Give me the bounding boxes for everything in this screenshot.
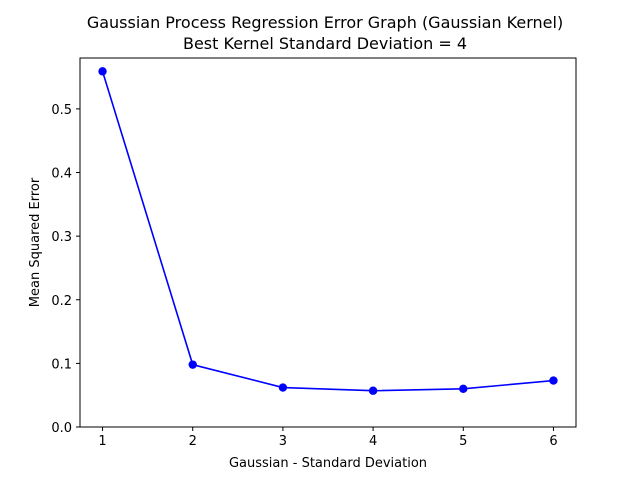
x-tick-label: 2: [189, 434, 197, 449]
y-axis-ticks: 0.0 0.1 0.2 0.3 0.4 0.5: [51, 103, 80, 436]
y-tick-label: 0.0: [51, 421, 72, 436]
series-layer: [98, 67, 558, 395]
x-axis-ticks: 1 2 3 4 5 6: [98, 427, 558, 449]
data-point: [98, 67, 107, 76]
x-tick-label: 4: [369, 434, 377, 449]
plot-frame: [79, 57, 577, 428]
y-tick-label: 0.5: [51, 103, 72, 118]
data-point: [188, 360, 197, 369]
data-point: [278, 383, 288, 392]
x-tick-label: 5: [459, 434, 467, 449]
y-tick-label: 0.3: [51, 230, 72, 245]
series-line: [101, 71, 554, 392]
y-axis-label: Mean Squared Error: [28, 177, 43, 307]
data-point: [549, 376, 558, 385]
data-point: [459, 384, 468, 394]
x-tick-label: 1: [98, 434, 106, 449]
y-tick-label: 0.1: [51, 357, 72, 372]
x-tick-label: 3: [279, 434, 287, 449]
chart-subtitle: Best Kernel Standard Deviation = 4: [183, 34, 467, 53]
chart-title: Gaussian Process Regression Error Graph …: [87, 13, 563, 32]
x-tick-label: 6: [549, 434, 557, 449]
y-tick-label: 0.2: [51, 294, 72, 309]
plot-area: [80, 58, 576, 427]
y-tick-label: 0.4: [51, 167, 72, 182]
x-axis-label: Gaussian - Standard Deviation: [229, 456, 427, 471]
data-point: [368, 386, 378, 395]
